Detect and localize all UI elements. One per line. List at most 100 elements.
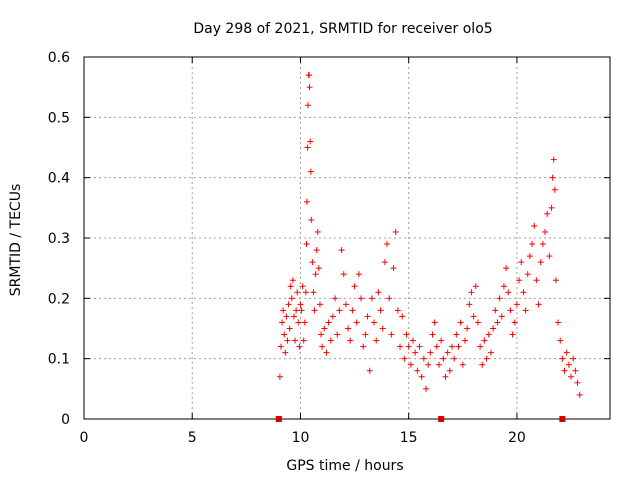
data-point: [403, 331, 410, 338]
chart-title: Day 298 of 2021, SRMTID for receiver olo…: [193, 21, 492, 37]
data-point: [563, 349, 570, 356]
data-point: [351, 283, 358, 290]
data-point: [559, 355, 566, 362]
data-point: [537, 259, 544, 266]
data-point: [533, 277, 540, 284]
data-point: [399, 313, 406, 320]
data-point: [509, 331, 516, 338]
data-point: [307, 168, 314, 175]
data-point: [440, 355, 447, 362]
data-point: [384, 241, 391, 248]
data-point: [303, 241, 310, 248]
data-point: [552, 277, 559, 284]
data-point: [574, 379, 581, 386]
data-point: [472, 283, 479, 290]
data-point: [327, 337, 334, 344]
data-point: [550, 156, 557, 163]
baseline-marker-2: [559, 416, 566, 422]
data-point: [360, 343, 367, 350]
x-tick-label-2: 10: [292, 430, 310, 446]
data-point: [368, 295, 375, 302]
data-point: [319, 343, 326, 350]
data-point: [353, 319, 360, 326]
data-point: [453, 331, 460, 338]
x-axis-label: GPS time / hours: [286, 458, 403, 474]
data-point: [551, 186, 558, 193]
data-point: [529, 241, 536, 248]
data-point: [296, 343, 303, 350]
data-point: [381, 259, 388, 266]
data-point: [570, 355, 577, 362]
y-tick-label-4: 0.4: [48, 171, 70, 187]
data-point: [329, 313, 336, 320]
baseline-marker-1: [438, 416, 445, 422]
data-point: [293, 307, 300, 314]
data-point: [281, 331, 288, 338]
data-point: [425, 361, 432, 368]
data-points-layer: [276, 72, 583, 398]
data-point: [466, 301, 473, 308]
data-point: [386, 295, 393, 302]
data-point: [492, 307, 499, 314]
y-tick-label-0: 0: [61, 412, 70, 428]
data-point: [332, 295, 339, 302]
data-point: [572, 367, 579, 374]
data-point: [303, 198, 310, 205]
data-point: [310, 289, 317, 296]
data-point: [442, 373, 449, 380]
y-tick-label-6: 0.6: [48, 50, 70, 66]
data-point: [470, 313, 477, 320]
data-point: [427, 349, 434, 356]
data-point: [311, 307, 318, 314]
data-point: [305, 102, 312, 109]
data-point: [548, 204, 555, 211]
data-point: [535, 301, 542, 308]
data-point: [557, 337, 564, 344]
baseline-marker-0: [275, 416, 282, 422]
data-point: [325, 319, 332, 326]
data-point: [377, 307, 384, 314]
data-point: [405, 343, 412, 350]
data-point: [431, 319, 438, 326]
data-point: [418, 373, 425, 380]
data-point: [542, 228, 549, 235]
data-point: [412, 349, 419, 356]
data-point: [313, 247, 320, 254]
data-point: [288, 295, 295, 302]
data-point: [280, 307, 287, 314]
data-point: [461, 337, 468, 344]
data-point: [518, 259, 525, 266]
data-point: [315, 265, 322, 272]
data-point: [364, 313, 371, 320]
grid-lines: [84, 57, 610, 419]
data-point: [284, 337, 291, 344]
data-point: [526, 253, 533, 260]
data-point: [388, 331, 395, 338]
data-point: [290, 313, 297, 320]
data-point: [459, 361, 466, 368]
data-point: [286, 325, 293, 332]
data-point: [423, 385, 430, 392]
data-point: [285, 301, 292, 308]
data-point: [295, 319, 302, 326]
data-point: [371, 319, 378, 326]
y-tick-label-1: 0.1: [48, 352, 70, 368]
data-point: [539, 241, 546, 248]
data-point: [366, 367, 373, 374]
data-point: [307, 138, 314, 145]
data-point: [496, 295, 503, 302]
data-point: [276, 373, 283, 380]
data-point: [379, 325, 386, 332]
data-point: [516, 277, 523, 284]
data-point: [487, 349, 494, 356]
data-point: [468, 289, 475, 296]
data-point: [321, 325, 328, 332]
data-point: [522, 307, 529, 314]
data-point: [561, 367, 568, 374]
data-point: [282, 349, 289, 356]
data-point: [312, 271, 319, 278]
data-point: [279, 319, 286, 326]
data-point: [494, 319, 501, 326]
data-point: [392, 228, 399, 235]
